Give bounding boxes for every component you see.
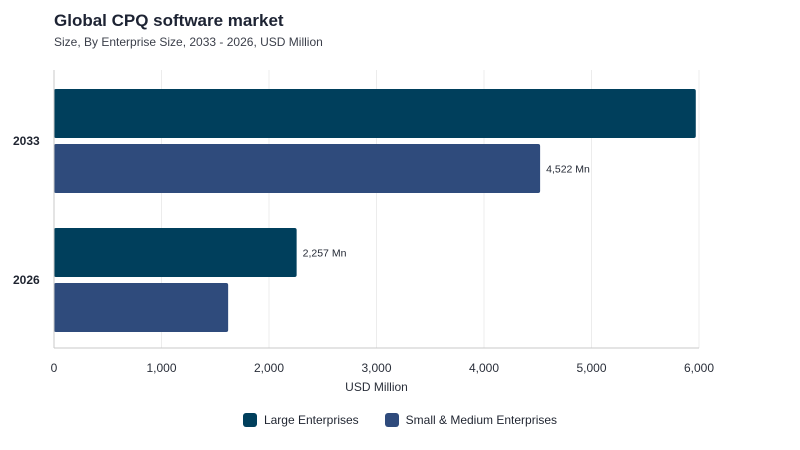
x-tick-label: 3,000	[361, 361, 391, 375]
legend-swatch-large-enterprises	[242, 413, 257, 427]
legend-label-small-medium-enterprises: Small & Medium Enterprises	[405, 413, 558, 427]
bar-large-enterprises-2033	[54, 89, 696, 138]
x-axis-title: USD Million	[345, 380, 408, 394]
bar-large-enterprises-2026	[54, 228, 297, 277]
x-tick-label: 4,000	[469, 361, 499, 375]
chart-subtitle: Size, By Enterprise Size, 2033 - 2026, U…	[54, 35, 323, 49]
x-tick-label: 0	[51, 361, 58, 375]
x-tick-label: 6,000	[684, 361, 714, 375]
bar-small-medium-enterprises-2033	[54, 144, 541, 193]
x-tick-label: 5,000	[576, 361, 606, 375]
bar-small-medium-enterprises-2026	[54, 283, 229, 332]
x-tick-label: 1,000	[146, 361, 176, 375]
legend-item-large-enterprises[interactable]: Large Enterprises	[242, 413, 359, 427]
chart-title: Global CPQ software market	[54, 11, 284, 30]
legend-item-small-medium-enterprises[interactable]: Small & Medium Enterprises	[384, 413, 558, 427]
y-tick-label: 2033	[13, 134, 40, 148]
data-label: 2,257 Mn	[303, 248, 347, 260]
x-tick-label: 2,000	[254, 361, 284, 375]
legend-label-large-enterprises: Large Enterprises	[263, 413, 359, 427]
chart-legend: Large Enterprises Small & Medium Enterpr…	[0, 413, 800, 427]
legend-swatch-small-medium-enterprises	[384, 413, 399, 427]
data-label: 4,522 Mn	[546, 164, 590, 176]
y-tick-label: 2026	[13, 273, 40, 287]
